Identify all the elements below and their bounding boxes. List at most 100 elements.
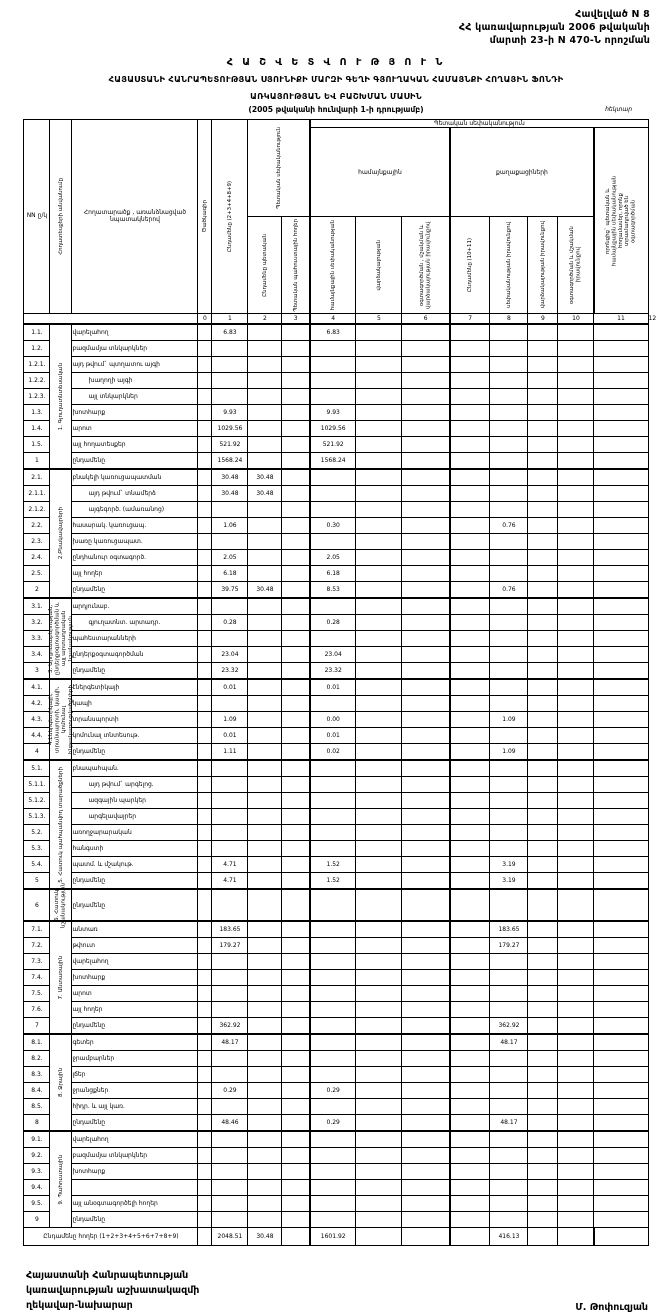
cell-col-10 [557, 404, 595, 421]
cell-col-8 [489, 1050, 529, 1067]
row-number: 5.2. [23, 824, 51, 841]
cell-col-10 [557, 792, 595, 809]
cell-col-11 [593, 1082, 649, 1099]
cell-col-0 [197, 581, 213, 599]
cell-col-1: 1.11 [211, 743, 249, 761]
cell-col-6 [401, 727, 451, 744]
cell-col-10 [557, 356, 595, 373]
row-number: 9.5. [23, 1195, 51, 1212]
cell-col-0 [197, 356, 213, 373]
cell-col-10 [557, 1050, 595, 1067]
cell-col-0 [197, 1017, 213, 1035]
cell-col-8: 48.17 [489, 1033, 529, 1051]
cell-col-2 [247, 1050, 283, 1067]
cell-col-9 [527, 356, 559, 373]
cell-col-8 [489, 452, 529, 470]
row-number: 7.3. [23, 953, 51, 970]
cell-col-2 [247, 388, 283, 405]
cell-col-0 [197, 597, 213, 615]
cell-col-3 [281, 565, 311, 582]
cell-col-4: 0.28 [308, 614, 357, 631]
cell-col-11 [593, 678, 649, 696]
cell-col-11 [593, 1050, 649, 1067]
cell-col-3 [281, 468, 311, 486]
table-row: 1.4. արոտ 1029.56 1029.56 [23, 420, 649, 437]
cell-col-6 [401, 420, 451, 437]
cell-col-9 [527, 597, 559, 615]
cell-col-1: 39.75 [211, 581, 249, 599]
cell-col-3 [281, 985, 311, 1002]
cell-col-11 [593, 1195, 649, 1212]
cell-col-9 [527, 501, 559, 518]
cell-col-1 [211, 372, 249, 389]
table-row: 7.6. այլ հողեր [23, 1001, 649, 1018]
row-number: 3 [23, 662, 51, 680]
cell-col-5 [355, 759, 403, 777]
colnum-2: 2 [247, 313, 283, 325]
cell-col-10 [557, 678, 595, 696]
cell-col-10 [557, 372, 595, 389]
cell-col-1: 23.32 [211, 662, 249, 680]
row-label: ընդամենը [71, 581, 199, 599]
table-row: 5.1.2. ազգային պարկեր [23, 792, 649, 809]
signer-line-1: Հայաստանի Հանրապետության [26, 1270, 189, 1281]
cell-col-10 [557, 1163, 595, 1180]
table-row: 5.1.1. այդ թվում` արգելոց. [23, 776, 649, 793]
row-label: հանգստի [71, 840, 199, 857]
cell-col-3 [281, 1147, 311, 1164]
cell-col-9 [527, 485, 559, 502]
cell-col-7 [448, 1211, 491, 1228]
cell-col-6 [401, 920, 451, 938]
header-group-community: համայնքային [308, 127, 451, 217]
cell-col-8 [489, 356, 529, 373]
table-row: 1.2.3. այլ տնկարկներ [23, 388, 649, 405]
cell-col-4 [308, 630, 357, 647]
cell-col-9 [527, 1050, 559, 1067]
cell-col-8 [489, 1082, 529, 1099]
cell-col-7 [448, 356, 491, 373]
cell-col-11 [593, 759, 649, 777]
row-number: 8.2. [23, 1050, 51, 1067]
cell-col-11 [593, 323, 649, 341]
cell-col-8 [489, 792, 529, 809]
cell-col-7 [448, 1050, 491, 1067]
cell-col-4 [308, 695, 357, 712]
cell-col-1: 30.48 [211, 485, 249, 502]
table-row: 9.3. խոտհարք [23, 1163, 649, 1180]
cell-col-9 [527, 1114, 559, 1132]
table-row: 1.2.2. խաղողի այգի [23, 372, 649, 389]
cell-col-9 [527, 340, 559, 357]
cell-col-1: 4.71 [211, 872, 249, 890]
cell-col-1: 23.04 [211, 646, 249, 663]
cell-col-0 [197, 840, 213, 857]
cell-col-9 [527, 872, 559, 890]
cell-col-8 [489, 985, 529, 1002]
cell-col-8 [489, 662, 529, 680]
cell-col-2 [247, 356, 283, 373]
cell-col-11 [593, 872, 649, 890]
cell-col-1: 30.48 [211, 468, 249, 486]
cell-col-3 [281, 840, 311, 857]
cell-col-9 [527, 630, 559, 647]
cell-col-1 [211, 533, 249, 550]
cell-col-9 [527, 1098, 559, 1115]
cell-col-6 [401, 614, 451, 631]
cell-col-11 [593, 727, 649, 744]
table-row: 5.3. հանգստի [23, 840, 649, 857]
cell-col-4: 0.30 [308, 517, 357, 534]
row-label: այլ անօգտագործելի հողեր [71, 1195, 199, 1212]
cell-col-10 [557, 969, 595, 986]
row-label: ընդամենը [71, 743, 199, 761]
cell-col-5 [355, 630, 403, 647]
cell-col-3 [281, 501, 311, 518]
cell-col-10 [557, 420, 595, 437]
row-label: ընդամենը [71, 888, 199, 922]
cell-col-6 [401, 824, 451, 841]
cell-col-0 [197, 340, 213, 357]
cell-col-7 [448, 920, 491, 938]
column-number-row: 0 1 2 3 4 5 6 7 8 9 10 11 12 [23, 313, 656, 325]
header-group-state: Պետական սեփականություն [247, 119, 311, 217]
row-label: այլ տնկարկներ [71, 388, 199, 405]
cell-col-0 [197, 985, 213, 1002]
cell-col-2 [247, 759, 283, 777]
